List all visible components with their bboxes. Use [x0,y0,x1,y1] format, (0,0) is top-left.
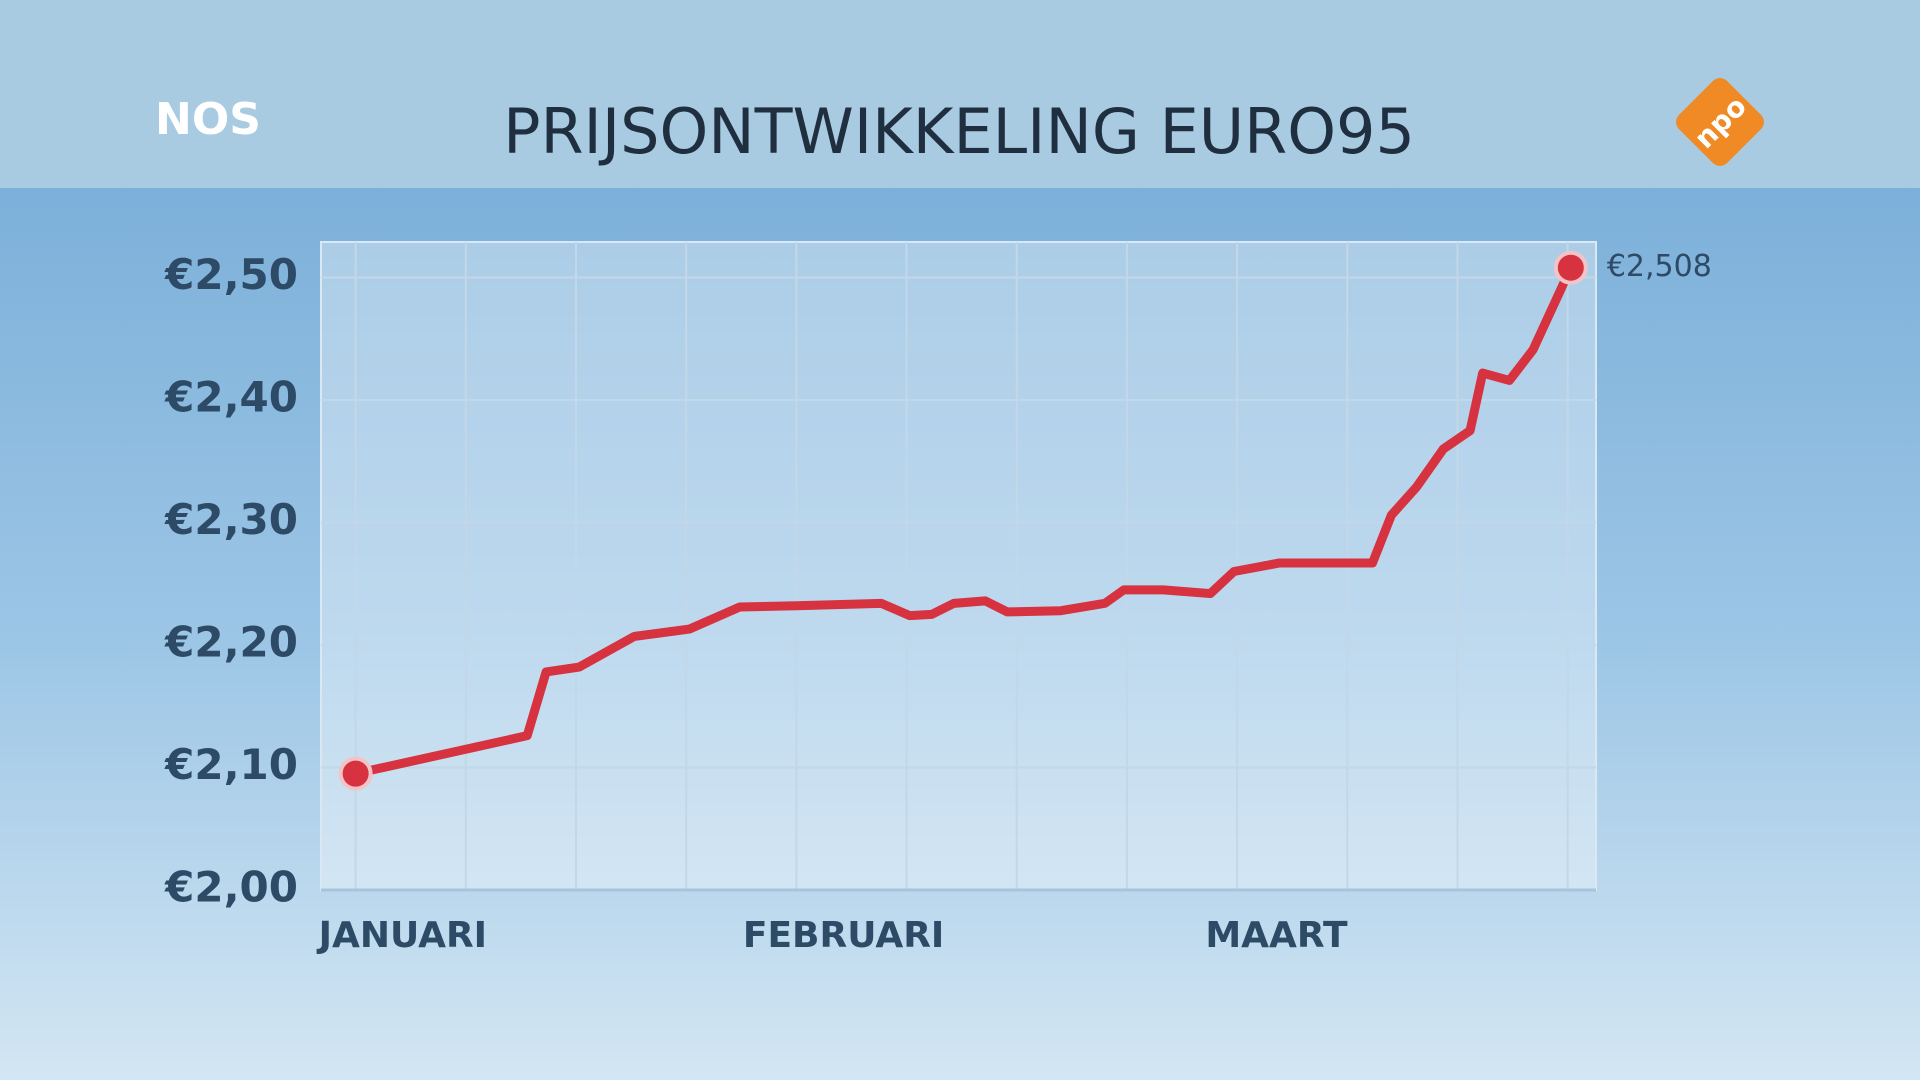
price-line [354,265,1575,779]
end-marker [338,756,373,791]
y-tick-label: €2,10 [164,740,298,789]
x-tick-label: MAART [1205,915,1348,956]
x-tick-label: JANUARI [316,915,488,956]
y-tick-label: €2,40 [164,373,298,422]
y-tick-label: €2,30 [164,495,298,544]
end-marker [1553,250,1588,285]
y-tick-label: €2,50 [164,250,298,299]
x-tick-label: FEBRUARI [743,915,944,956]
npo-logo-shape [1676,78,1764,166]
y-tick-label: €2,20 [164,618,298,667]
chart-title: PRIJSONTWIKKELING EURO95 [503,95,1415,168]
header-band [0,0,1920,188]
y-tick-label: €2,00 [164,863,298,912]
value-label: €2,508 [1607,249,1712,284]
nos-logo: NOS [155,94,261,145]
plot-area [320,241,1597,891]
npo-logo: npo [1676,78,1764,166]
